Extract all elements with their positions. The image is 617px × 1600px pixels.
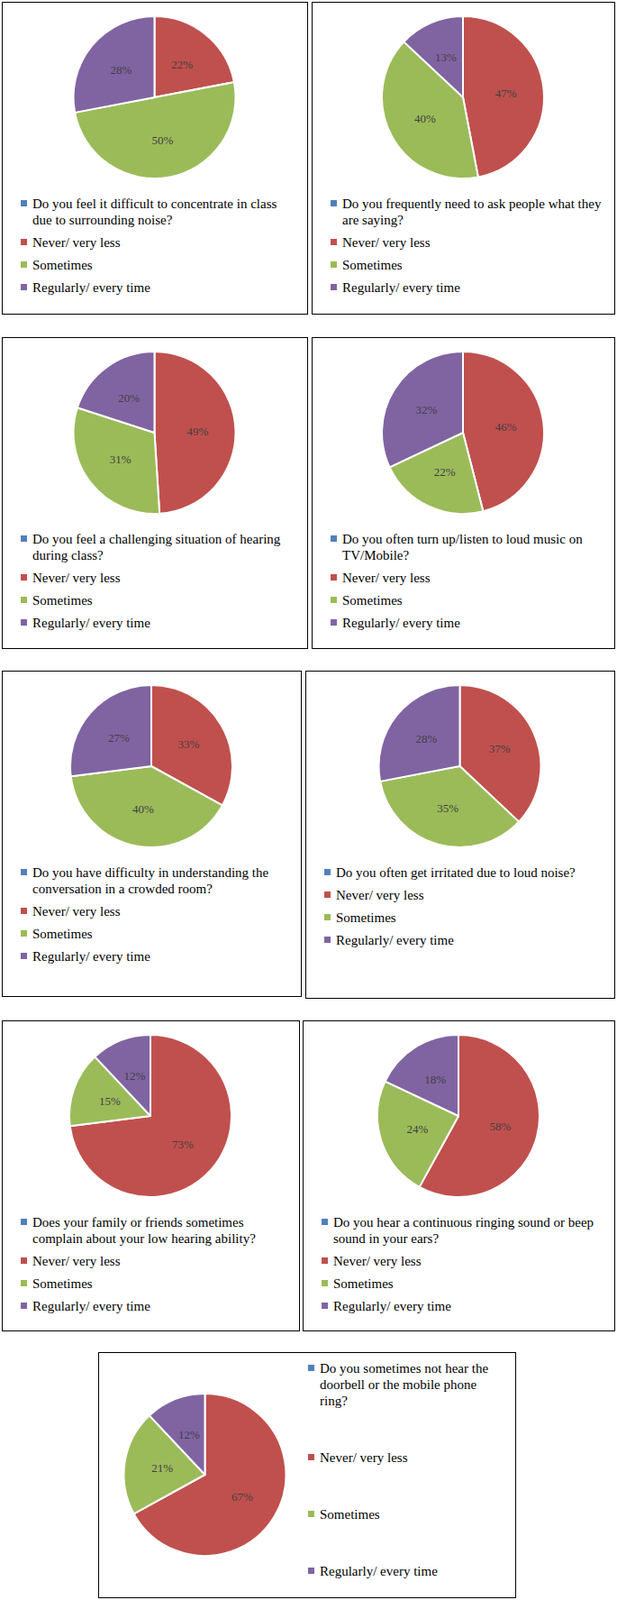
svg-text:49%: 49% [187,424,209,438]
html-text:Do you sometimes not hear the: Do you sometimes not hear the doorbell o… [319,1360,489,1407]
html-text:Sometimes: Sometimes [32,1275,93,1290]
html-text:Sometimes: Sometimes [32,925,93,941]
svg-text:37%: 37% [489,741,511,755]
html-text:Sometimes: Sometimes [32,592,93,608]
html-text:Regularly/ every time: Regularly/ every time [32,1297,151,1313]
html-text:Regularly/ every time: Regularly/ every time [342,280,461,295]
html-text:Never/ very less: Never/ very less [319,1449,408,1464]
svg-text:46%: 46% [495,419,518,434]
html-text:Sometimes: Sometimes [342,592,403,608]
svg-text:22%: 22% [171,57,193,72]
html-text:Do you have difficulty in unde: Do you have difficulty in understanding … [32,864,269,896]
html-text:Does your family or friends so: Does your family or friends sometimes co… [32,1214,256,1245]
html-text:Never/ very less: Never/ very less [32,903,121,918]
html-text:Do you hear a continuous ringi: Do you hear a continuous ringing sound o… [333,1214,594,1245]
svg-text:31%: 31% [109,452,132,466]
svg-text:24%: 24% [406,1121,428,1135]
svg-text:32%: 32% [416,402,438,417]
svg-text:50%: 50% [152,133,174,147]
svg-text:22%: 22% [434,464,456,479]
html-text:Regularly/ every time: Regularly/ every time [32,948,151,963]
html-text:Regularly/ every time: Regularly/ every time [32,615,151,630]
html-text:Do you often get irritated due: Do you often get irritated due to loud n… [335,864,576,880]
html-text:Sometimes: Sometimes [319,1506,380,1521]
html-text:Sometimes: Sometimes [333,1275,394,1290]
svg-text:12%: 12% [123,1068,146,1082]
html-text:Never/ very less: Never/ very less [335,887,424,902]
html-text:Do you frequently need to ask: Do you frequently need to ask people wha… [342,196,602,227]
svg-text:40%: 40% [132,801,155,816]
html-text:Never/ very less: Never/ very less [32,1252,121,1268]
svg-text:47%: 47% [495,86,518,100]
svg-text:73%: 73% [172,1136,194,1151]
html-text:Never/ very less: Never/ very less [32,570,121,585]
html-text:Do you feel it difficult to co: Do you feel it difficult to concentrate … [32,196,277,227]
html-text:Never/ very less: Never/ very less [342,235,431,250]
svg-text:33%: 33% [177,736,200,751]
html-text:Regularly/ every time: Regularly/ every time [342,615,461,630]
html-text:Never/ very less: Never/ very less [342,570,431,585]
svg-text:18%: 18% [424,1071,446,1086]
svg-text:21%: 21% [151,1460,173,1474]
svg-text:58%: 58% [489,1118,512,1133]
svg-text:67%: 67% [231,1488,254,1503]
svg-text:27%: 27% [108,730,130,745]
svg-text:12%: 12% [178,1426,200,1441]
html-text:Never/ very less: Never/ very less [333,1252,422,1268]
html-text:Regularly/ every time: Regularly/ every time [333,1297,452,1313]
html-text:Regularly/ every time: Regularly/ every time [335,932,454,947]
html-text:Regularly/ every time: Regularly/ every time [32,280,151,295]
svg-text:28%: 28% [110,63,133,77]
svg-text:40%: 40% [414,111,436,126]
html-text:Regularly/ every time: Regularly/ every time [319,1562,438,1578]
svg-text:13%: 13% [435,50,457,64]
svg-text:28%: 28% [416,731,438,745]
svg-text:15%: 15% [99,1093,121,1107]
html-text:Sometimes: Sometimes [32,257,93,273]
html-text:Do you feel a challenging situ: Do you feel a challenging situation of h… [32,531,281,563]
html-text:Sometimes: Sometimes [335,909,397,925]
svg-text:35%: 35% [436,800,459,815]
html-text:Do you often turn up/listen to: Do you often turn up/listen to loud musi… [342,531,583,563]
svg-text:20%: 20% [117,390,140,405]
html-text:Sometimes: Sometimes [342,257,403,273]
html-text:Never/ very less: Never/ very less [32,235,121,250]
